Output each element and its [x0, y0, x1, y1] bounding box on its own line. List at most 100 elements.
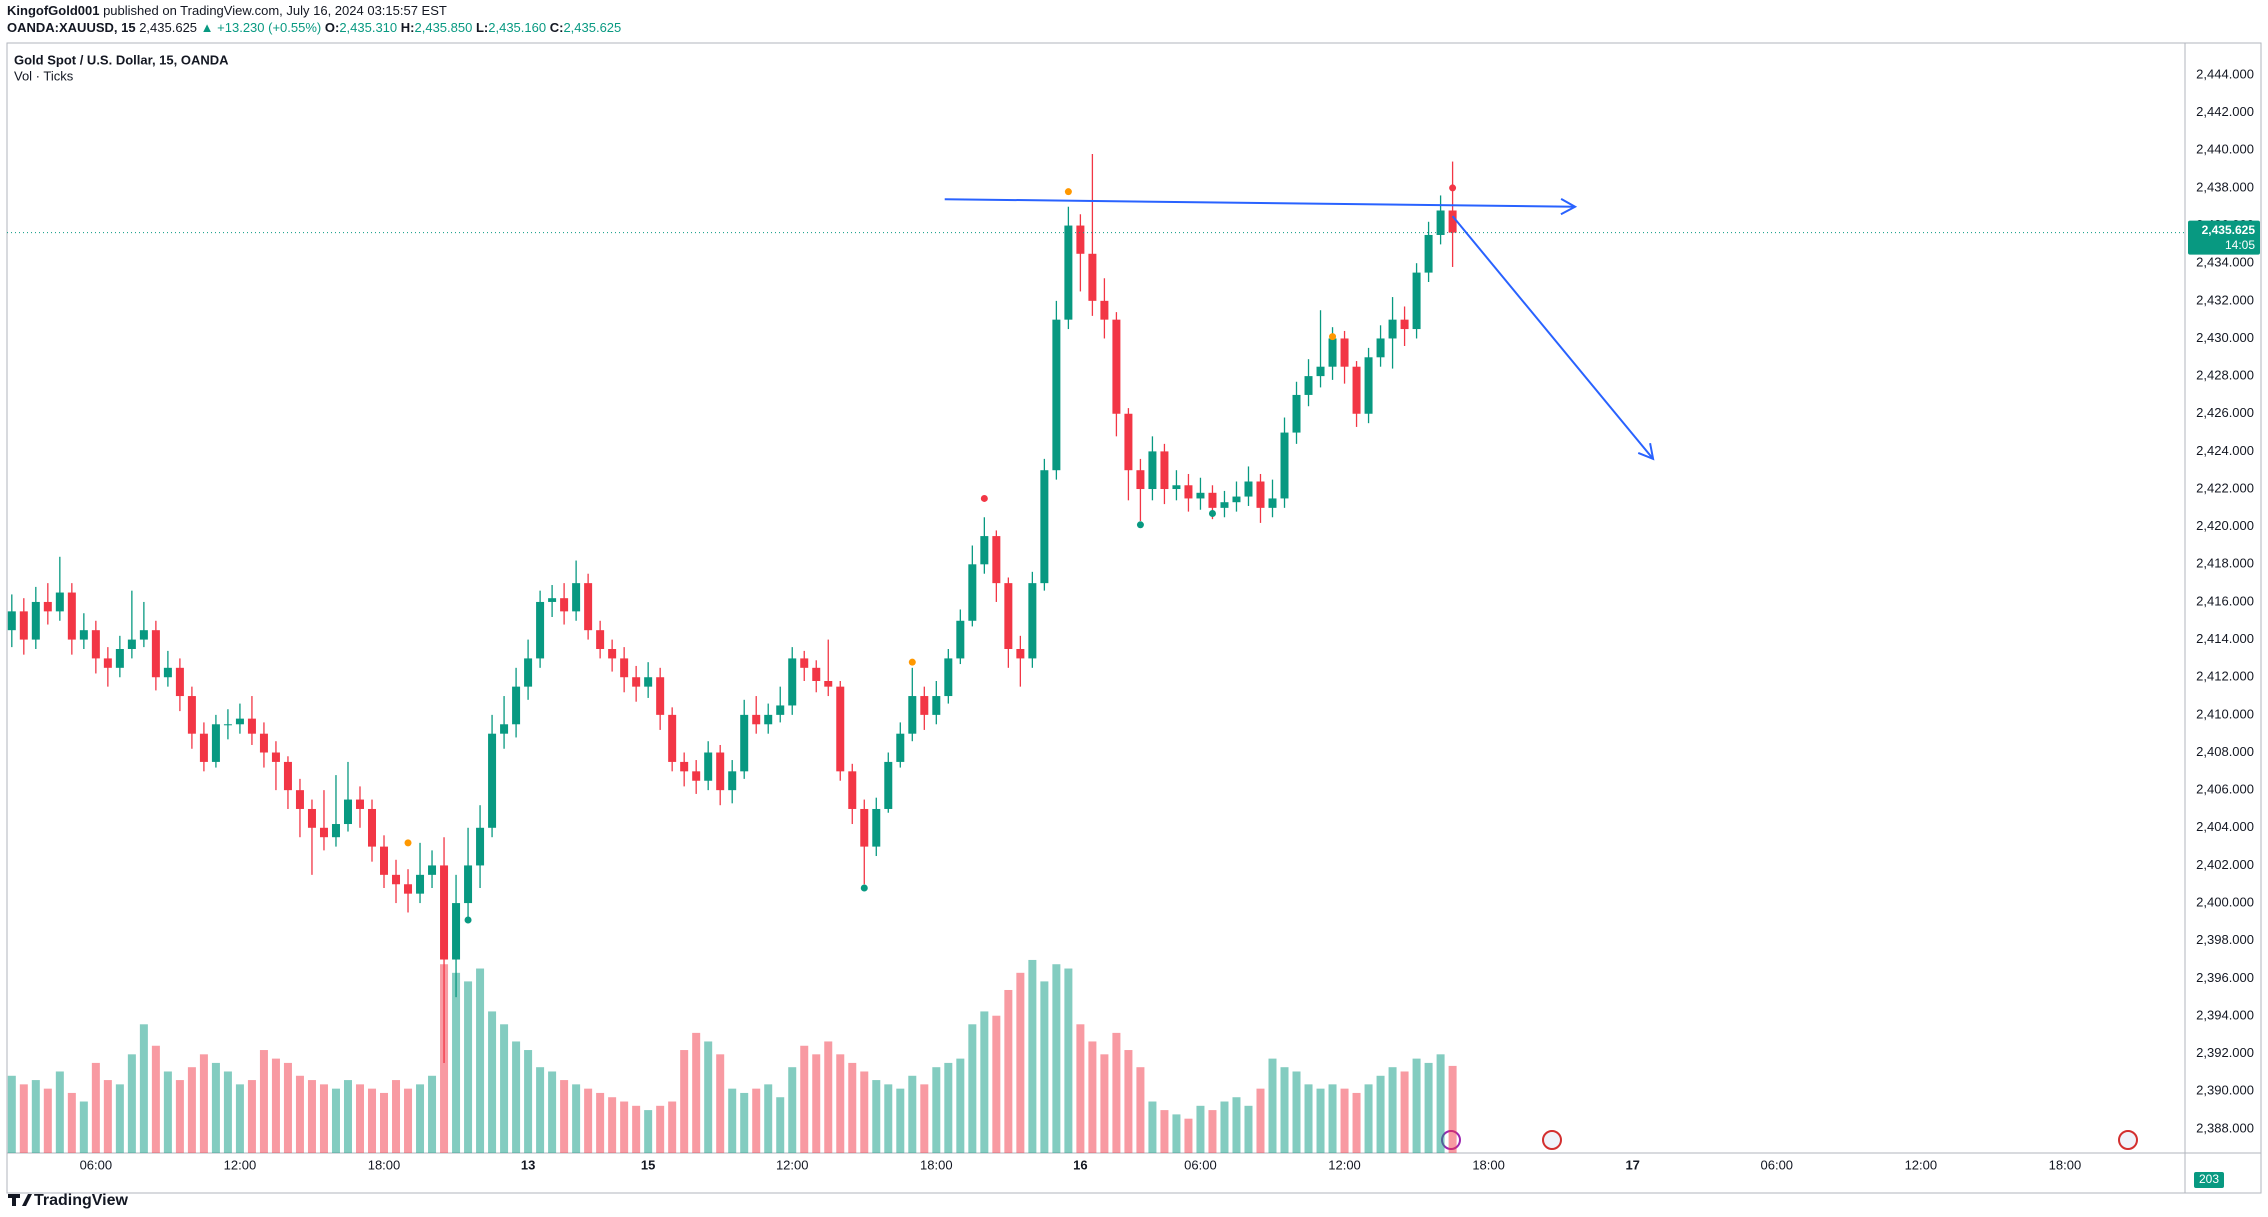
candle-body: [740, 714, 749, 772]
ohlc-value: 2,435.850: [415, 20, 473, 35]
x-tick-label: 18:00: [368, 1157, 401, 1172]
candle-body: [668, 714, 677, 762]
volume-bar: [608, 1097, 617, 1153]
candle-body: [776, 705, 785, 715]
candle-body: [331, 824, 340, 838]
candle-body: [1436, 210, 1445, 235]
candle-body: [103, 658, 112, 668]
ohlc-key: C:: [550, 20, 564, 35]
candle-body: [1280, 432, 1289, 499]
candle-body: [1040, 470, 1049, 584]
candle-body: [1160, 451, 1169, 490]
price-tag-countdown: 14:05: [2225, 238, 2255, 252]
volume-bar: [211, 1062, 220, 1153]
volume-bar: [1208, 1110, 1217, 1153]
y-tick-label: 2,434.000: [2196, 255, 2254, 270]
volume-bar: [1328, 1084, 1337, 1153]
candle-body: [908, 696, 917, 734]
candle-body: [704, 752, 713, 781]
candle-body: [1124, 413, 1133, 471]
y-tick-label: 2,394.000: [2196, 1007, 2254, 1022]
volume-bar: [103, 1080, 112, 1153]
x-tick-label: 12:00: [224, 1157, 257, 1172]
volume-bar: [1316, 1088, 1325, 1153]
volume-bar: [812, 1054, 821, 1153]
candle-body: [596, 630, 605, 650]
y-tick-label: 2,390.000: [2196, 1083, 2254, 1098]
candle-body: [1352, 366, 1361, 414]
candle-body: [1220, 502, 1229, 508]
volume-bar: [824, 1041, 833, 1153]
volume-bar: [416, 1084, 425, 1153]
x-tick-label: 06:00: [80, 1157, 113, 1172]
candle-body: [788, 658, 797, 706]
candle-body: [1172, 485, 1181, 490]
y-tick-label: 2,418.000: [2196, 556, 2254, 571]
candle-body: [43, 601, 52, 612]
y-tick-label: 2,398.000: [2196, 932, 2254, 947]
ohlc-key: H:: [401, 20, 415, 35]
candle-body: [752, 714, 761, 725]
volume-bar: [175, 1080, 184, 1153]
candle-body: [1412, 272, 1421, 330]
volume-bar: [728, 1088, 737, 1153]
price-tag-label: 2,435.625: [2202, 223, 2256, 237]
volume-bar: [1268, 1058, 1277, 1153]
volume-bar: [187, 1067, 196, 1153]
candle-body: [932, 696, 941, 715]
volume-bar: [1064, 968, 1073, 1153]
candle-body: [79, 630, 88, 640]
candle-body: [1244, 481, 1253, 497]
x-tick-label: 17: [1625, 1157, 1639, 1172]
volume-bar: [692, 1032, 701, 1153]
x-tick-label: 06:00: [1184, 1157, 1217, 1172]
candle-body: [824, 680, 833, 687]
candle-body: [632, 677, 641, 687]
price-tag-box: [2188, 220, 2260, 255]
volume-bar: [43, 1088, 52, 1153]
candle-body: [1112, 319, 1121, 414]
signal-dot: [980, 494, 988, 502]
volume-bar: [776, 1097, 785, 1153]
volume-bar: [1376, 1075, 1385, 1153]
x-tick-label: 06:00: [1761, 1157, 1794, 1172]
y-tick-label: 2,420.000: [2196, 518, 2254, 533]
volume-bar: [656, 1105, 665, 1153]
candle-body: [115, 649, 124, 668]
candle-body: [1304, 376, 1313, 395]
candle-body: [536, 601, 545, 659]
candle-body: [1388, 319, 1397, 339]
candle-body: [644, 677, 653, 687]
candle-body: [1400, 319, 1409, 330]
candle-body: [187, 696, 196, 734]
volume-bar: [668, 1101, 677, 1153]
candle-body: [368, 808, 377, 847]
candle-body: [812, 667, 821, 681]
candle-body: [1208, 492, 1217, 508]
volume-bar: [512, 1041, 521, 1153]
y-tick-label: 2,404.000: [2196, 819, 2254, 834]
y-tick-label: 2,392.000: [2196, 1045, 2254, 1060]
candle-body: [55, 592, 64, 612]
volume-bar: [1388, 1067, 1397, 1153]
candle-body: [884, 761, 893, 809]
candle-body: [1100, 300, 1109, 320]
price: 2,435.625: [139, 20, 197, 35]
candle-body: [1088, 253, 1097, 301]
y-tick-label: 2,432.000: [2196, 292, 2254, 307]
legend-title: Gold Spot / U.S. Dollar, 15, OANDA: [14, 52, 229, 67]
candle-body: [211, 724, 220, 762]
volume-bar: [331, 1088, 340, 1153]
event-icon: [1542, 1130, 1562, 1150]
volume-bar: [1148, 1101, 1157, 1153]
volume-bar: [836, 1054, 845, 1153]
signal-dot: [1064, 188, 1072, 196]
volume-bar: [380, 1092, 389, 1153]
y-tick-label: 2,416.000: [2196, 593, 2254, 608]
volume-bar: [247, 1080, 256, 1153]
candle-body: [1376, 338, 1385, 358]
y-tick-label: 2,422.000: [2196, 480, 2254, 495]
volume-bar: [452, 972, 461, 1153]
volume-bar: [1100, 1054, 1109, 1153]
